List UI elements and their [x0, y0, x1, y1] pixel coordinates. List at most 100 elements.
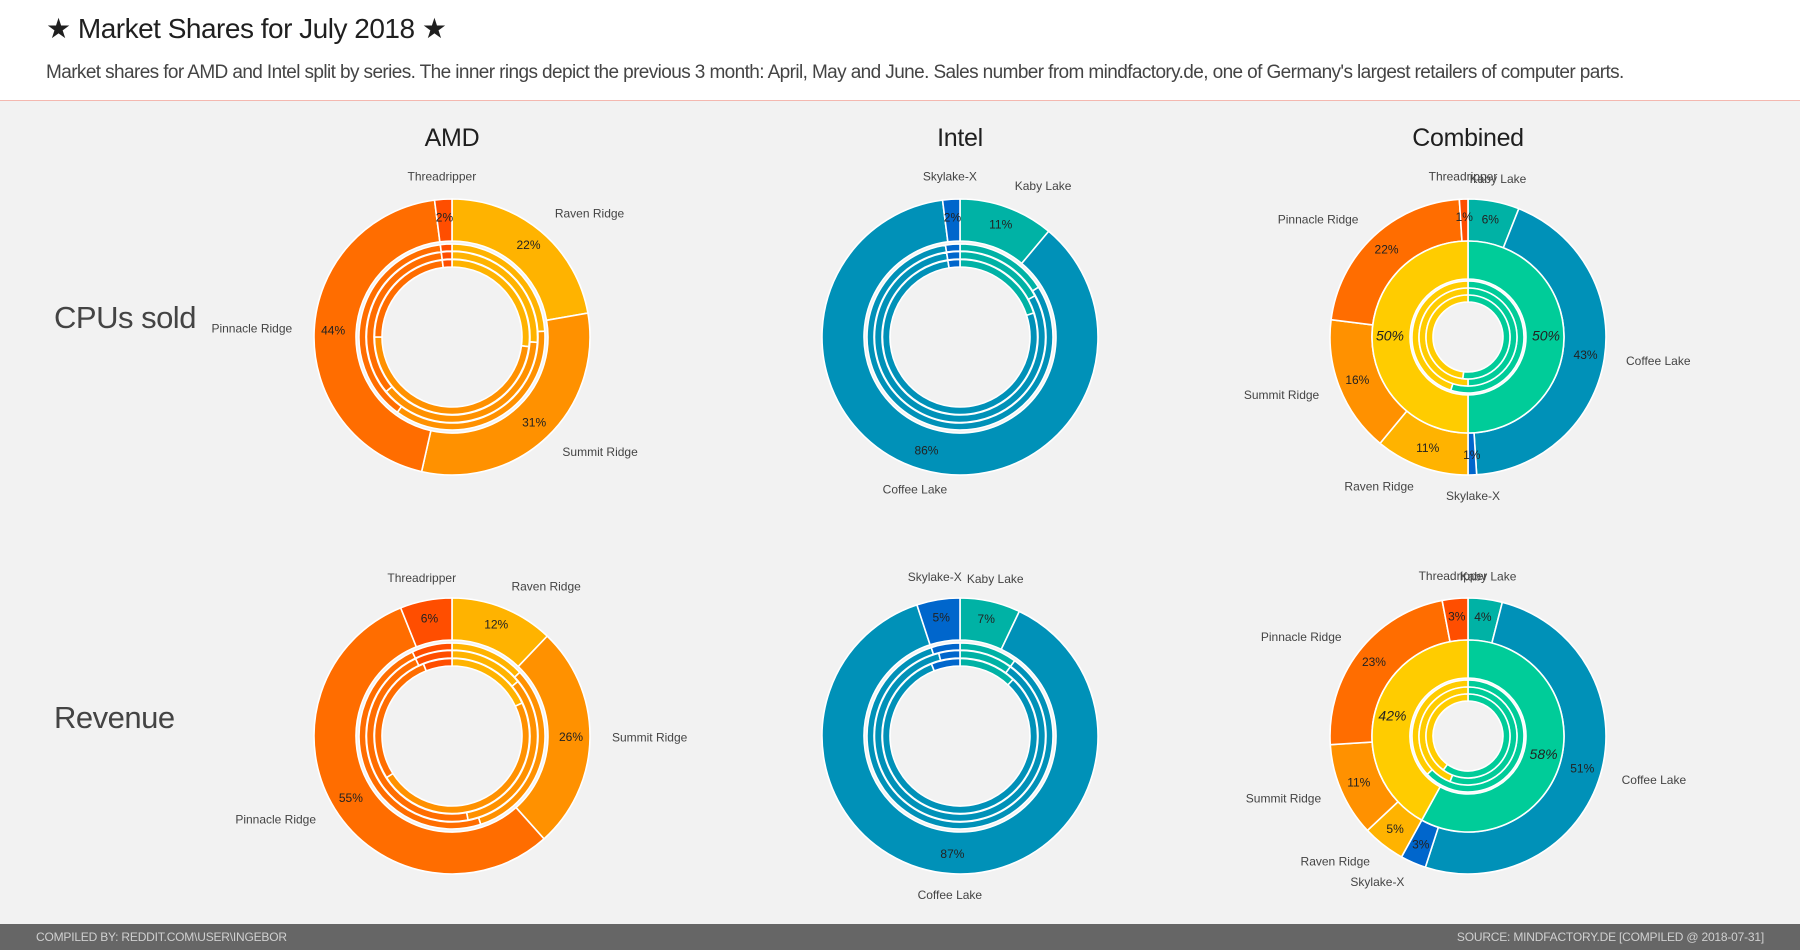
series-label-skylake-x: Skylake-X	[1350, 875, 1404, 889]
pct-label-raven-ridge: 22%	[516, 238, 540, 252]
series-label-raven-ridge: Raven Ridge	[555, 207, 625, 221]
page-title: ★ Market Shares for July 2018 ★	[46, 13, 447, 44]
series-label-pinnacle-ridge: Pinnacle Ridge	[1261, 630, 1342, 644]
donut-intel-cpus-sold: 11% Kaby Lake 86% Coffee Lake 2% Skylake-X	[821, 169, 1099, 497]
prev-may-skylake-x	[945, 250, 961, 261]
outer-segment-coffee-lake	[821, 603, 1099, 875]
split-label-amd: 50%	[1376, 328, 1404, 344]
series-label-threadripper: Threadripper	[1419, 569, 1488, 583]
prev-april-amd	[1425, 294, 1469, 380]
outer-segment-threadripper	[399, 597, 453, 648]
donut-intel-revenue: 7% Kaby Lake 87% Coffee Lake 5% Skylake-X	[821, 570, 1099, 902]
split-segment-intel	[1467, 240, 1565, 434]
row-label-revenue: Revenue	[54, 700, 175, 735]
pct-label-raven-ridge: 5%	[1386, 822, 1404, 836]
series-label-summit-ridge: Summit Ridge	[1246, 792, 1322, 806]
pct-label-coffee-lake: 87%	[940, 847, 964, 861]
pct-label-skylake-x: 1%	[1463, 448, 1481, 462]
donut-amd-cpus-sold: 22% Raven Ridge 31% Summit Ridge 44% Pinnacle…	[211, 169, 638, 476]
series-label-summit-ridge: Summit Ridge	[612, 731, 688, 745]
donut-amd-revenue: 12% Raven Ridge 26% Summit Ridge 55% Pinnacle…	[235, 571, 688, 875]
pct-label-threadripper: 3%	[1448, 610, 1466, 624]
series-label-threadripper: Threadripper	[387, 571, 456, 585]
prev-june-coffee-lake	[866, 646, 1054, 830]
pct-label-coffee-lake: 43%	[1574, 348, 1598, 362]
pct-label-coffee-lake: 86%	[914, 443, 938, 457]
split-label-intel: 50%	[1532, 328, 1560, 344]
prev-april-skylake-x	[946, 258, 961, 269]
prev-april-skylake-x	[930, 657, 961, 672]
series-label-kaby-lake: Kaby Lake	[1460, 569, 1517, 583]
outer-segment-coffee-lake	[821, 199, 1099, 476]
series-label-threadripper: Threadripper	[1429, 169, 1498, 183]
prev-april-coffee-lake	[881, 662, 1039, 815]
series-label-kaby-lake: Kaby Lake	[1015, 179, 1072, 193]
split-label-amd: 42%	[1378, 707, 1406, 723]
outer-segment-threadripper	[433, 198, 453, 243]
pct-label-pinnacle-ridge: 22%	[1375, 242, 1399, 256]
outer-segment-skylake-x	[941, 198, 961, 243]
series-label-threadripper: Threadripper	[408, 169, 477, 183]
prev-april-threadripper	[422, 657, 453, 672]
pct-label-threadripper: 2%	[436, 210, 454, 224]
footer-source: SOURCE: MINDFACTORY.DE [COMPILED @ 2018-…	[1456, 930, 1764, 944]
outer-segment-pinnacle-ridge	[313, 606, 546, 875]
series-label-pinnacle-ridge: Pinnacle Ridge	[211, 322, 292, 336]
column-title-intel: Intel	[937, 124, 983, 152]
pct-label-raven-ridge: 12%	[484, 618, 508, 632]
pct-label-skylake-x: 5%	[933, 611, 951, 625]
split-label-intel: 58%	[1530, 746, 1558, 762]
pct-label-skylake-x: 3%	[1412, 837, 1430, 851]
series-label-kaby-lake: Kaby Lake	[967, 572, 1024, 586]
page-subtitle: Market shares for AMD and Intel split by…	[46, 62, 1624, 83]
pct-label-coffee-lake: 51%	[1570, 761, 1594, 775]
series-label-pinnacle-ridge: Pinnacle Ridge	[235, 813, 316, 827]
split-segment-intel	[1420, 639, 1565, 833]
pct-label-pinnacle-ridge: 55%	[339, 791, 363, 805]
pct-label-pinnacle-ridge: 44%	[321, 324, 345, 338]
series-label-coffee-lake: Coffee Lake	[1622, 773, 1687, 787]
pct-label-kaby-lake: 7%	[978, 612, 996, 626]
pct-label-summit-ridge: 31%	[522, 415, 546, 429]
pct-label-kaby-lake: 4%	[1474, 610, 1492, 624]
pct-label-summit-ridge: 26%	[559, 730, 583, 744]
footer-credit: COMPILED BY: REDDIT.COM\USER\INGEBOR	[36, 930, 287, 944]
pct-label-raven-ridge: 11%	[1416, 441, 1439, 455]
footer: COMPILED BY: REDDIT.COM\USER\INGEBOR SOU…	[0, 924, 1800, 950]
prev-april-amd	[1425, 693, 1469, 772]
series-label-pinnacle-ridge: Pinnacle Ridge	[1278, 213, 1359, 227]
column-title-combined: Combined	[1412, 124, 1524, 152]
pct-label-threadripper: 6%	[421, 611, 439, 625]
series-label-coffee-lake: Coffee Lake	[883, 483, 948, 497]
prev-may-coffee-lake	[873, 652, 1047, 823]
prev-may-threadripper	[440, 250, 453, 261]
series-label-coffee-lake: Coffee Lake	[918, 888, 983, 902]
outer-segment-pinnacle-ridge	[313, 199, 441, 473]
series-label-summit-ridge: Summit Ridge	[562, 445, 638, 459]
prev-june-threadripper	[439, 243, 453, 253]
series-label-raven-ridge: Raven Ridge	[1301, 855, 1371, 869]
pct-label-kaby-lake: 11%	[989, 217, 1012, 231]
series-label-kaby-lake: Kaby Lake	[1470, 172, 1527, 186]
pct-label-summit-ridge: 16%	[1345, 373, 1369, 387]
column-title-amd: AMD	[424, 124, 480, 152]
header: ★ Market Shares for July 2018 ★ Market s…	[0, 0, 1800, 101]
prev-april-threadripper	[441, 258, 453, 269]
pct-label-pinnacle-ridge: 23%	[1362, 655, 1386, 669]
donut-combined-revenue: 4% Kaby Lake 51% Coffee Lake 3% Skylake-X 5% Ra…	[1246, 569, 1687, 889]
series-label-skylake-x: Skylake-X	[908, 570, 962, 584]
row-label-cpus-sold: CPUs sold	[54, 300, 196, 335]
series-label-summit-ridge: Summit Ridge	[1244, 388, 1320, 402]
outer-segment-skylake-x	[915, 597, 961, 646]
split-segment-amd	[1371, 240, 1469, 434]
donut-combined-cpus-sold: 6% Kaby Lake 43% Coffee Lake 1% Skylake-X 11% R…	[1244, 169, 1691, 503]
series-label-raven-ridge: Raven Ridge	[511, 580, 581, 594]
series-label-raven-ridge: Raven Ridge	[1344, 480, 1414, 494]
pct-label-skylake-x: 2%	[944, 210, 962, 224]
split-segment-amd	[1371, 639, 1469, 822]
series-label-coffee-lake: Coffee Lake	[1626, 354, 1691, 368]
pct-label-summit-ridge: 11%	[1347, 775, 1370, 789]
pct-label-kaby-lake: 6%	[1482, 212, 1500, 226]
series-label-skylake-x: Skylake-X	[923, 169, 977, 183]
series-label-skylake-x: Skylake-X	[1446, 489, 1500, 503]
